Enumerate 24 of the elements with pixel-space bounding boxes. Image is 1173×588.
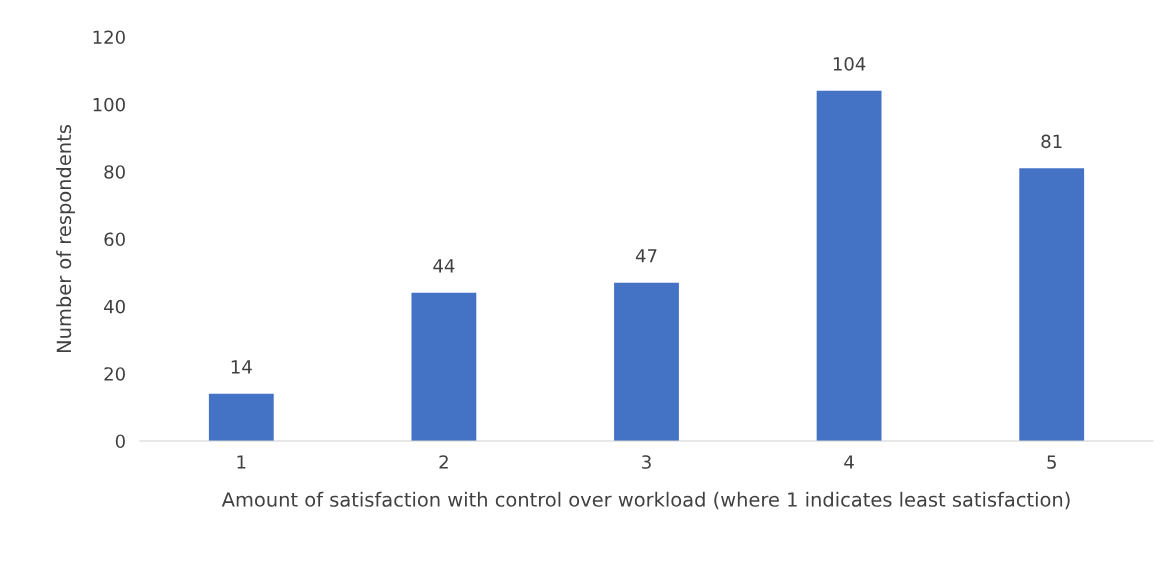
y-tick-label: 40 (104, 299, 125, 314)
x-tick-label: 5 (1047, 455, 1056, 469)
x-tick-label: 3 (642, 455, 651, 469)
bar (208, 393, 274, 441)
y-tick-label: 60 (104, 232, 125, 247)
x-tick-label: 2 (439, 455, 448, 469)
data-label: 104 (833, 57, 866, 71)
y-tick-label: 120 (93, 30, 125, 45)
data-label: 81 (1041, 134, 1062, 149)
y-tick-label: 0 (115, 434, 125, 449)
data-label: 14 (231, 360, 252, 374)
data-label: 44 (433, 259, 455, 273)
x-tick-label: 1 (237, 455, 246, 469)
y-tick-label: 20 (104, 367, 125, 381)
y-tick-label: 80 (104, 165, 125, 179)
bar (614, 282, 679, 441)
bar (1019, 168, 1085, 441)
x-tick-label: 4 (844, 455, 854, 469)
x-axis-title: Amount of satisfaction with control over workload (where 1 indicates least satisfaction) (221, 491, 1070, 510)
data-label: 47 (635, 249, 657, 263)
y-axis-title: Number of respondents (56, 125, 75, 352)
bar (816, 90, 882, 441)
y-tick-label: 100 (93, 97, 125, 112)
bar (411, 292, 477, 441)
